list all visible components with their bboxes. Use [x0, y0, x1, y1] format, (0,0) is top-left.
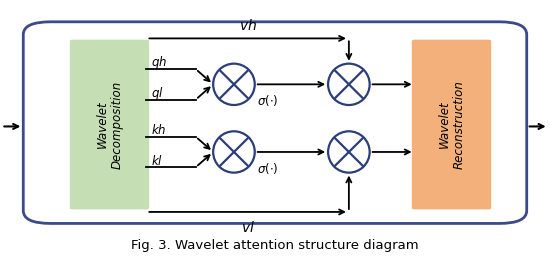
Text: $kl$: $kl$: [151, 154, 163, 168]
Text: Fig. 3. Wavelet attention structure diagram: Fig. 3. Wavelet attention structure diag…: [131, 239, 419, 252]
Text: $\sigma(\cdot)$: $\sigma(\cdot)$: [257, 93, 279, 108]
Text: $vh$: $vh$: [239, 18, 257, 33]
Text: Wavelet
Reconstruction: Wavelet Reconstruction: [437, 80, 465, 169]
FancyBboxPatch shape: [23, 22, 527, 223]
Text: Wavelet
Decomposition: Wavelet Decomposition: [96, 80, 123, 169]
Text: $\sigma(\cdot)$: $\sigma(\cdot)$: [257, 161, 279, 176]
FancyBboxPatch shape: [70, 40, 149, 209]
Text: $qh$: $qh$: [151, 54, 167, 71]
Text: $kh$: $kh$: [151, 123, 166, 137]
FancyBboxPatch shape: [412, 40, 491, 209]
Text: $ql$: $ql$: [151, 85, 163, 102]
Text: $vl$: $vl$: [241, 220, 255, 235]
